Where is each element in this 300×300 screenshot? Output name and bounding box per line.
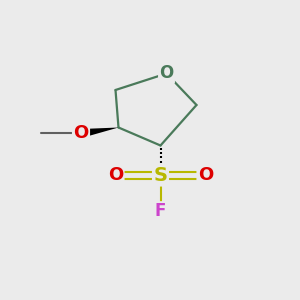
Text: F: F (155, 202, 166, 220)
Text: S: S (154, 166, 167, 185)
Text: O: O (159, 64, 174, 82)
Text: O: O (108, 167, 123, 184)
Text: O: O (74, 124, 88, 142)
Polygon shape (80, 128, 118, 138)
Text: O: O (198, 167, 213, 184)
